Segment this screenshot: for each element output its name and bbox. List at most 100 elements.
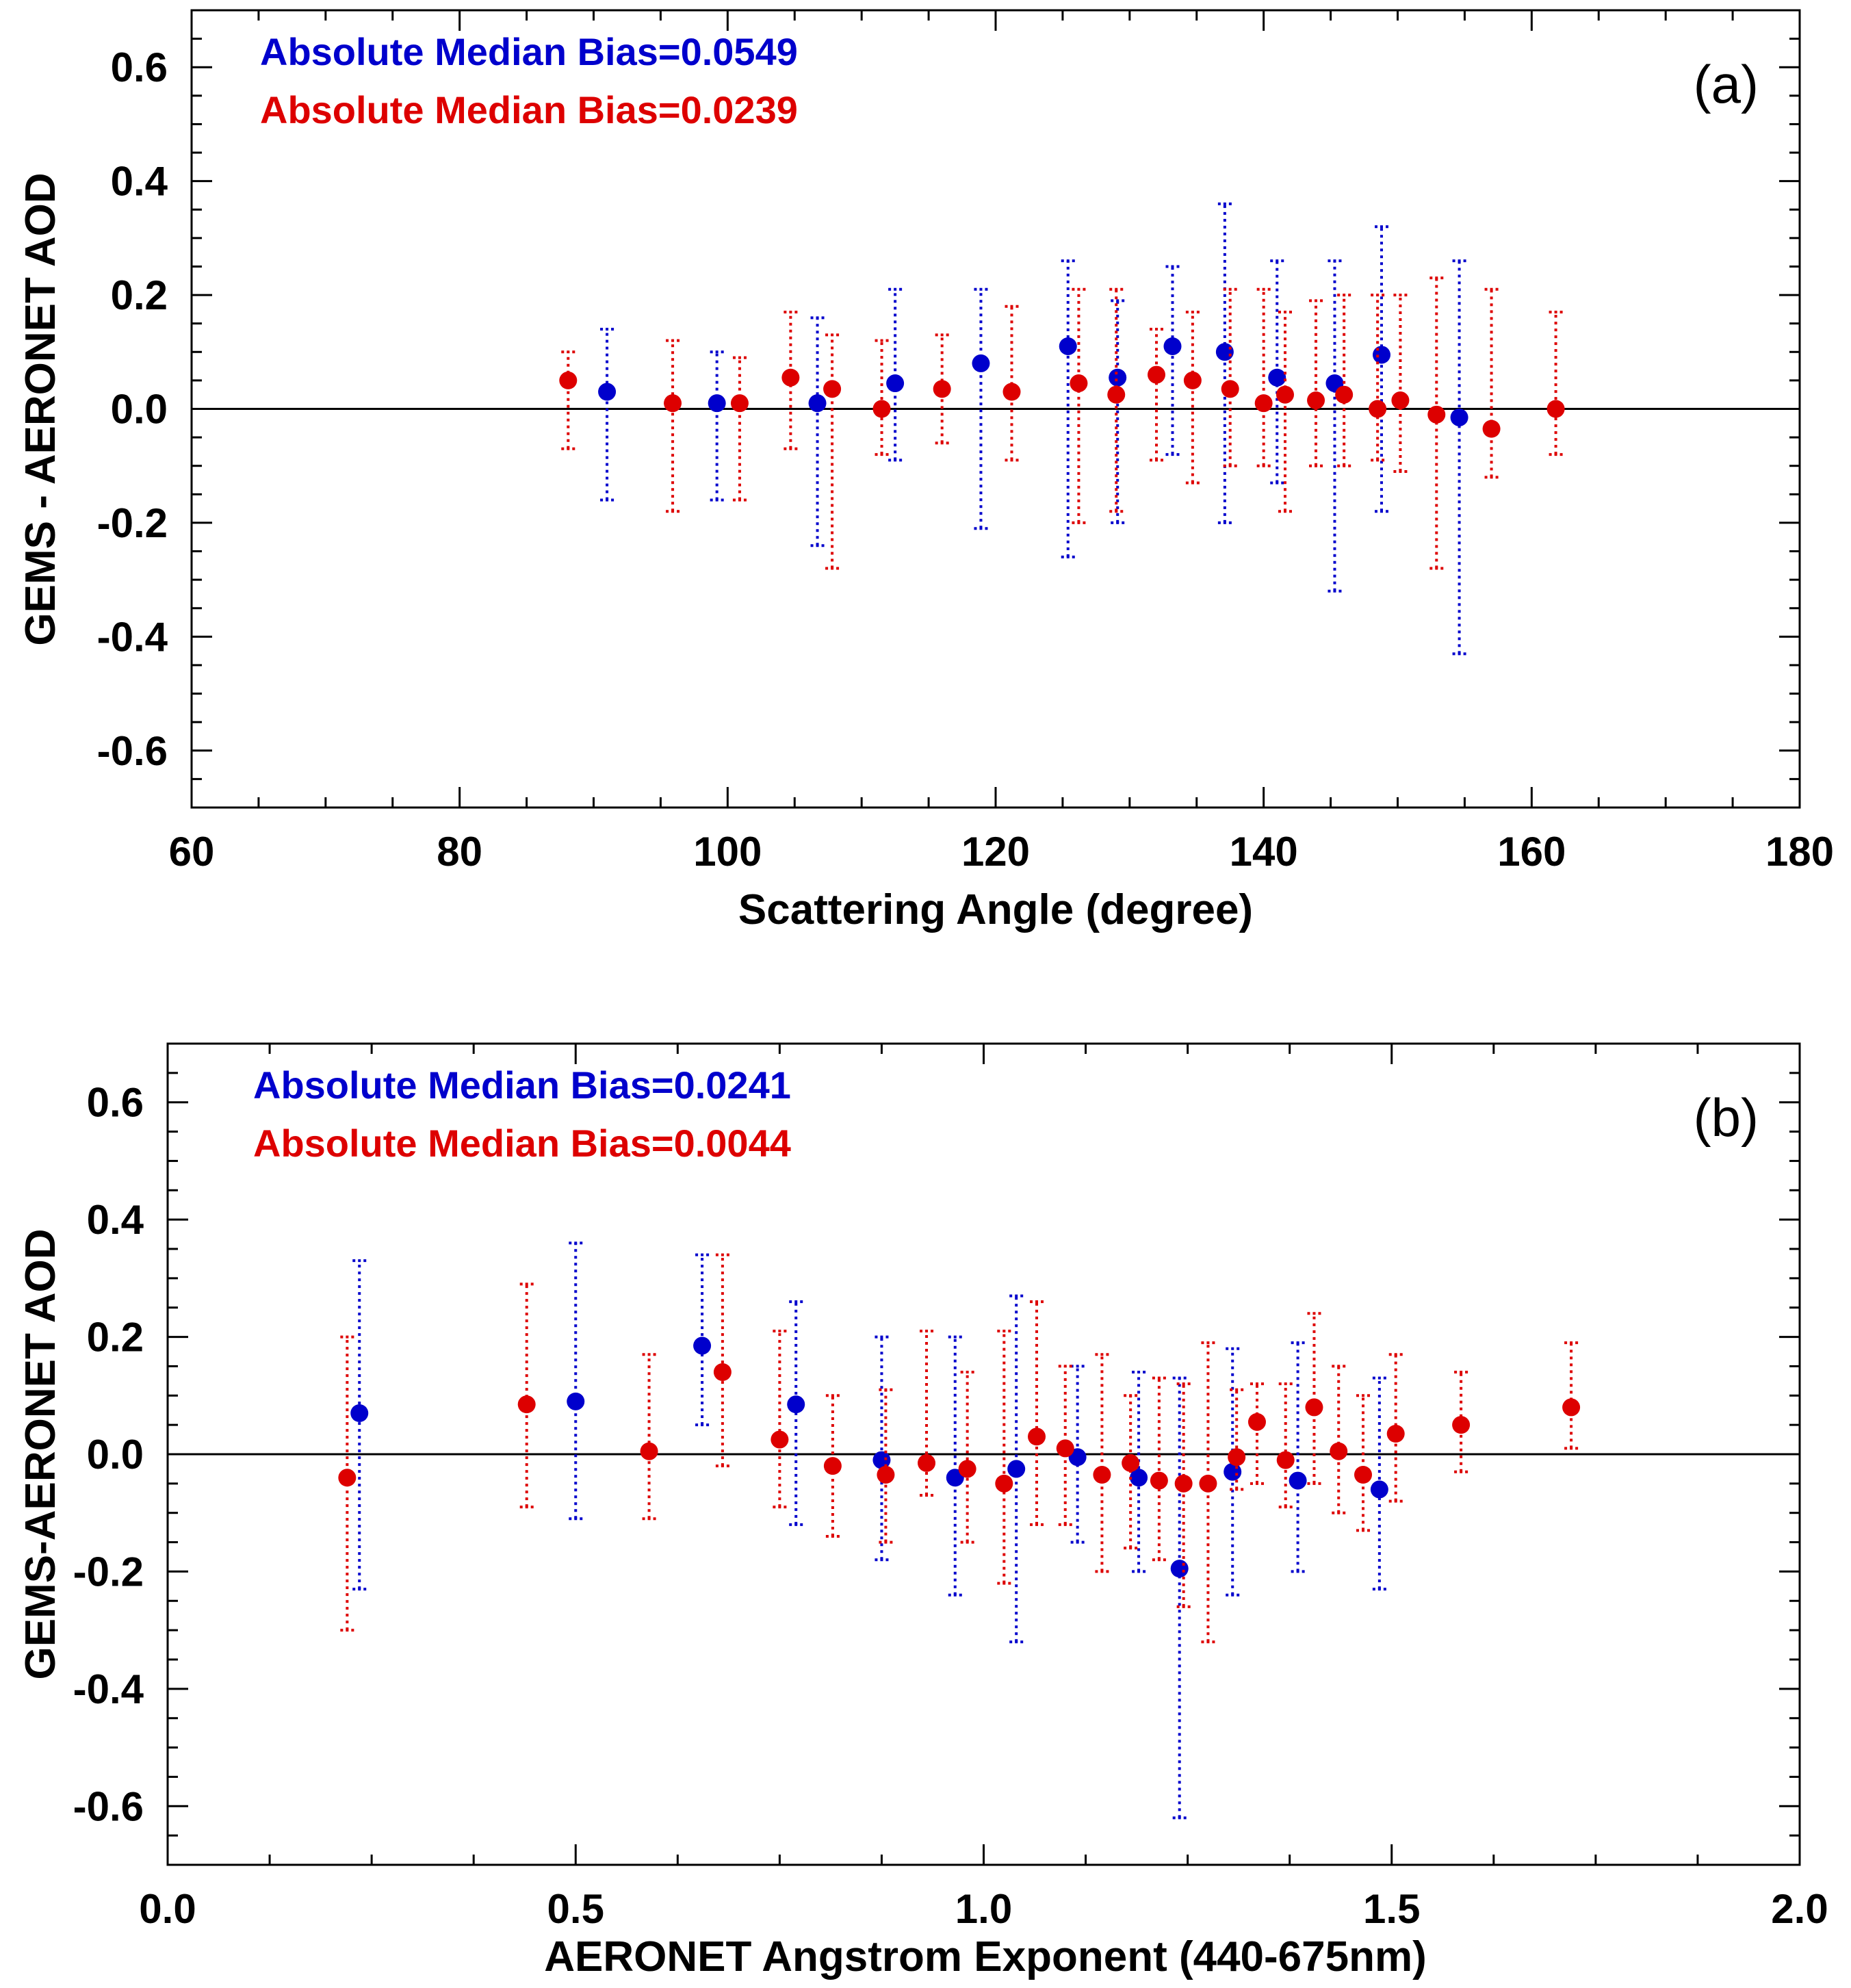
panel-a-blue-point-8: [1215, 343, 1234, 361]
panel-a-xtick-label: 140: [1230, 829, 1298, 875]
panel-b-blue-point-1: [567, 1392, 585, 1410]
panel-a-ytick-label: 0.6: [111, 44, 168, 90]
panel-b-red-point-13: [1122, 1454, 1140, 1472]
panel-b-blue-point-6: [1007, 1460, 1026, 1478]
panel-a-ytick-label: 0.2: [111, 272, 168, 318]
panel-a-red-point-15: [1307, 391, 1325, 410]
panel-b-ytick-label: 0.4: [87, 1197, 144, 1243]
panel-b-ytick-label: -0.2: [73, 1549, 144, 1595]
panel-a-red-point-2: [730, 394, 749, 413]
panel-b-red-point-7: [918, 1454, 936, 1472]
panel-b-red-point-3: [713, 1363, 732, 1381]
panel-a-red-point-4: [823, 380, 842, 398]
panel-b-xlabel: AERONET Angstrom Exponent (440-675nm): [544, 1933, 1427, 1980]
panel-b-xtick-label: 0.0: [139, 1886, 196, 1932]
panel-b-ytick-label: 0.2: [87, 1315, 144, 1360]
panel-a-red-point-16: [1335, 385, 1354, 404]
panel-a-red-point-3: [781, 368, 800, 387]
panel-a-xlabel: Scattering Angle (degree): [738, 886, 1253, 933]
panel-b-blue-point-3: [787, 1395, 805, 1414]
panel-a-xtick-label: 180: [1765, 829, 1834, 875]
panel-a-blue-point-4: [972, 354, 990, 372]
panel-b-blue-point-12: [1370, 1480, 1388, 1499]
panel-b-blue-point-8: [1130, 1469, 1148, 1487]
panel-a-ylabel: GEMS - AERONET AOD: [17, 172, 64, 645]
panel-a: 60 80 100 120 140 160 180 -0.6 -0.4 -0.2 0.0 0.2 0.4…: [17, 9, 1834, 933]
panel-a-ytick-label: -0.2: [97, 500, 168, 546]
panel-b-ylabel: GEMS-AERONET AOD: [17, 1228, 64, 1679]
panel-b-red-point-11: [1056, 1439, 1074, 1458]
panel-a-ytick-label: 0.4: [111, 159, 168, 205]
panel-a-plot-layer: 60 80 100 120 140 160 180 -0.6 -0.4 -0.2 0.0 0.2 0.4…: [97, 9, 1834, 875]
panel-a-blue-point-0: [598, 383, 617, 401]
panel-a-label: (a): [1694, 54, 1759, 114]
panel-a-bias-blue: Absolute Median Bias=0.0549: [260, 30, 798, 73]
panel-b-blue-point-11: [1289, 1471, 1307, 1490]
panel-b-red-point-4: [771, 1430, 789, 1449]
panel-b-red-point-10: [1028, 1428, 1046, 1446]
panel-a-xtick-label: 100: [693, 829, 762, 875]
panel-b-ytick-label: -0.4: [73, 1666, 144, 1712]
panel-a-red-point-21: [1546, 400, 1565, 418]
panel-a-xtick-label: 120: [961, 829, 1030, 875]
panel-a-red-point-11: [1183, 371, 1202, 389]
panel-a-red-point-7: [1002, 383, 1021, 401]
panel-b-red-point-25: [1562, 1398, 1581, 1417]
panel-b-red-point-17: [1228, 1448, 1246, 1467]
panel-b-xtick-label: 1.5: [1363, 1886, 1420, 1932]
panel-b-red-point-12: [1093, 1466, 1111, 1484]
panel-b-red-point-8: [958, 1460, 976, 1478]
panel-b-red-point-21: [1330, 1442, 1348, 1460]
panel-b-red-point-20: [1305, 1398, 1323, 1417]
panel-a-blue-point-2: [808, 394, 827, 413]
panel-b-red-point-24: [1452, 1416, 1471, 1434]
panel-a-red-point-8: [1070, 374, 1088, 393]
panel-b-red-point-9: [995, 1474, 1013, 1493]
panel-a-blue-point-1: [708, 394, 726, 413]
panel-b-blue-point-2: [693, 1337, 712, 1355]
panel-a-red-point-14: [1276, 385, 1294, 404]
panel-a-red-point-6: [933, 380, 951, 398]
panel-a-blue-point-12: [1450, 408, 1468, 426]
panel-b-bias-red: Absolute Median Bias=0.0044: [253, 1122, 791, 1165]
panel-b-blue-point-9: [1170, 1560, 1189, 1578]
panel-a-red-point-10: [1148, 365, 1165, 384]
panel-a-red-point-18: [1391, 391, 1410, 410]
panel-a-xtick-label: 60: [169, 829, 215, 875]
panel-b-red-point-15: [1174, 1474, 1193, 1493]
panel-b-red-point-16: [1199, 1474, 1217, 1493]
panel-b-red-point-1: [517, 1395, 536, 1414]
panel-a-blue-point-9: [1268, 368, 1286, 387]
panel-b-xtick-label: 2.0: [1771, 1886, 1828, 1932]
panel-b-plot-layer: 0.0 0.5 1.0 1.5 2.0 -0.6 -0.4 -0.2 0.0 0.2 0.4 0.6: [73, 1042, 1828, 1932]
panel-a-red-point-20: [1482, 419, 1501, 438]
panel-b-blue-point-5: [946, 1469, 964, 1487]
panel-b-red-point-22: [1354, 1466, 1373, 1484]
panel-a-blue-point-5: [1059, 337, 1077, 355]
panel-a-ytick-label: -0.6: [97, 728, 168, 774]
panel-b-ytick-label: -0.6: [73, 1783, 144, 1829]
panel-a-ytick-label: 0.0: [111, 387, 168, 433]
panel-b-red-point-6: [877, 1466, 895, 1484]
panel-b-red-point-23: [1386, 1425, 1405, 1443]
panel-a-red-point-12: [1221, 380, 1239, 398]
panel-a-red-point-0: [559, 371, 578, 389]
panel-a-bias-red: Absolute Median Bias=0.0239: [260, 88, 798, 131]
panel-b-xtick-label: 0.5: [547, 1886, 604, 1932]
panel-b-red-point-18: [1247, 1412, 1266, 1431]
panel-a-xtick-label: 80: [437, 829, 482, 875]
panel-a-blue-point-6: [1109, 368, 1127, 387]
panel-b-blue-point-7: [1068, 1448, 1087, 1467]
panel-b-red-point-2: [640, 1442, 658, 1460]
panel-b-blue-point-0: [350, 1404, 369, 1422]
panel-b: 0.0 0.5 1.0 1.5 2.0-0.6-0.4-0.20.00.20.40.6 …: [17, 1042, 1828, 1980]
panel-b-red-point-14: [1150, 1471, 1168, 1490]
panel-a-blue-point-11: [1373, 346, 1390, 364]
panel-b-red-point-19: [1276, 1451, 1295, 1469]
panel-a-ytick-label: -0.4: [97, 614, 168, 660]
panel-b-bias-blue: Absolute Median Bias=0.0241: [253, 1063, 791, 1107]
panel-a-blue-point-7: [1163, 337, 1182, 355]
panel-b-ytick-label: 0.0: [87, 1432, 144, 1477]
